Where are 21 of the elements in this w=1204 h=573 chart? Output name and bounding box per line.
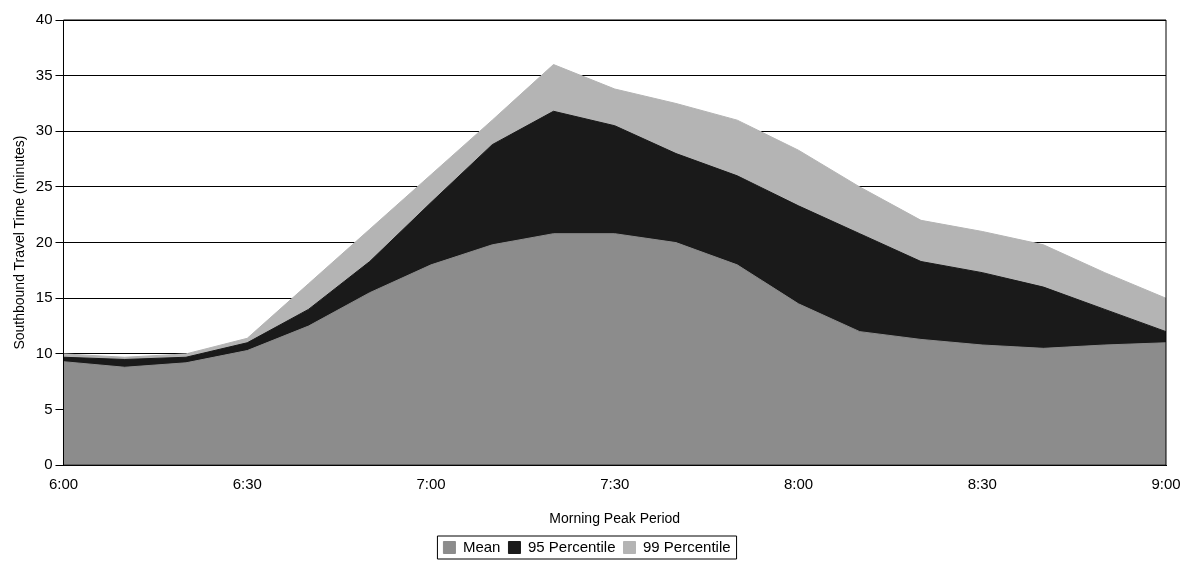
y-tick-label: 40 bbox=[35, 10, 53, 28]
x-axis-title: Morning Peak Period bbox=[549, 510, 681, 527]
x-tick-label: 8:30 bbox=[967, 475, 997, 493]
y-tick-label: 25 bbox=[35, 177, 53, 195]
y-tick-label: 35 bbox=[35, 65, 53, 83]
y-axis-title: Southbound Travel Time (minutes) bbox=[11, 135, 28, 350]
x-tick-label: 6:30 bbox=[232, 475, 262, 493]
legend-label: 99 Percentile bbox=[643, 537, 731, 555]
y-tick-label: 30 bbox=[35, 121, 53, 139]
x-tick-label: 7:30 bbox=[600, 475, 630, 493]
y-tick-label: 5 bbox=[44, 399, 53, 417]
x-tick-label: 9:00 bbox=[1151, 475, 1181, 493]
x-tick-label: 8:00 bbox=[783, 475, 814, 493]
legend-label: Mean bbox=[462, 537, 501, 555]
y-tick-label: 0 bbox=[44, 455, 53, 473]
y-tick-label: 15 bbox=[35, 288, 53, 306]
x-tick-label: 6:00 bbox=[48, 475, 79, 493]
y-tick-label: 10 bbox=[35, 344, 53, 362]
legend-label: 95 Percentile bbox=[527, 537, 616, 555]
x-tick-label: 7:00 bbox=[416, 475, 446, 493]
y-tick-label: 20 bbox=[35, 232, 53, 250]
